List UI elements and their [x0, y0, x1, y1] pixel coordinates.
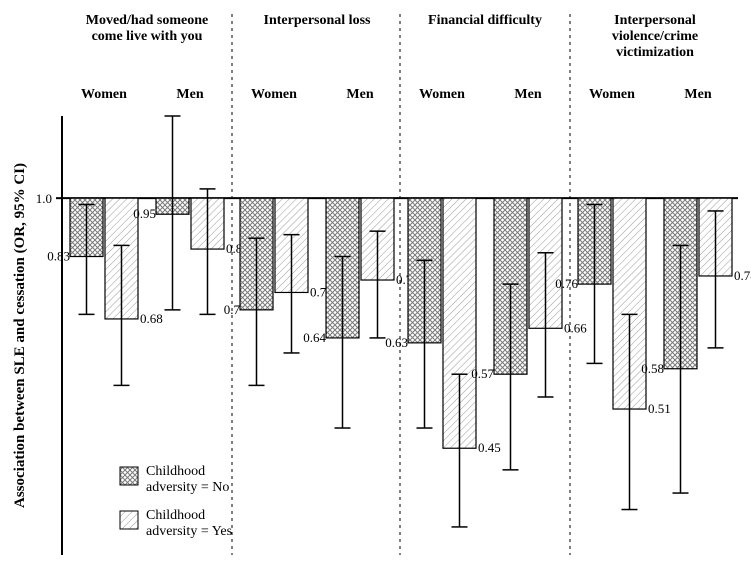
- bar-value-label: 0.68: [140, 311, 163, 326]
- category-header: Moved/had someone: [86, 13, 209, 28]
- sex-label-men: Men: [176, 87, 203, 102]
- category-header: victimization: [616, 45, 694, 60]
- bar-value-label: 0.45: [478, 440, 501, 455]
- y-tick-label: 1.0: [36, 191, 52, 206]
- sex-label-women: Women: [81, 87, 127, 102]
- bar-value-label: 0.57: [471, 366, 494, 381]
- legend-label: Childhood: [146, 508, 205, 523]
- bar-value-label: 0.66: [564, 320, 587, 335]
- bar-value-label: 0.95: [133, 206, 156, 221]
- y-axis-label: Association between SLE and cessation (O…: [12, 163, 28, 508]
- category-header: Interpersonal: [614, 13, 696, 28]
- sex-label-women: Women: [251, 87, 297, 102]
- legend-swatch: [120, 511, 138, 529]
- category-header: come live with you: [92, 29, 203, 44]
- category-header: Interpersonal loss: [264, 13, 372, 28]
- sex-label-women: Women: [419, 87, 465, 102]
- bar-value-label: 0.63: [385, 335, 408, 350]
- sex-label-men: Men: [346, 87, 373, 102]
- category-header: violence/crime: [612, 29, 698, 44]
- bar-value-label: 0.83: [47, 249, 70, 264]
- category-header: Financial difficulty: [428, 13, 542, 28]
- bar-value-label: 0.7: [224, 302, 241, 317]
- bar-value-label: 0.64: [303, 330, 326, 345]
- legend-swatch: [120, 467, 138, 485]
- legend-label: adversity = No: [146, 480, 229, 495]
- bar-value-label: 0.78: [734, 268, 751, 283]
- legend-label: Childhood: [146, 464, 205, 479]
- legend-label: adversity = Yes: [146, 524, 232, 539]
- sex-label-men: Men: [684, 87, 711, 102]
- forest-bar-chart: 1.0 Association between SLE and cessation…: [0, 0, 751, 581]
- sex-label-men: Men: [514, 87, 541, 102]
- bar-value-label: 0.76: [555, 276, 578, 291]
- bar-value-label: 0.58: [641, 361, 664, 376]
- sex-label-women: Women: [589, 87, 635, 102]
- bar-value-label: 0.51: [648, 401, 671, 416]
